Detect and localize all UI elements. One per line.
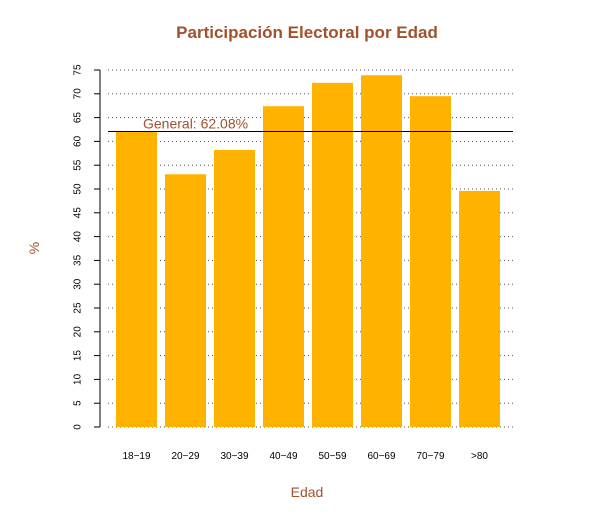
y-tick-label: 25 <box>73 302 84 314</box>
reference-line-label: General: 62.08% <box>143 115 248 131</box>
x-axis: 18−19 20−29 30−39 40−49 50−59 60−69 70−79 >80 <box>122 451 488 462</box>
y-axis-label: % <box>26 242 42 254</box>
y-tick-label: 65 <box>73 112 84 124</box>
y-tick-label: 0 <box>73 424 84 430</box>
y-tick-label: 45 <box>73 207 84 219</box>
y-tick-label: 75 <box>73 64 84 76</box>
x-tick-label: 60−69 <box>367 451 396 462</box>
y-tick-label: 60 <box>73 135 84 147</box>
bars <box>116 75 500 428</box>
y-tick-label: 10 <box>73 373 84 385</box>
x-tick-label: >80 <box>471 451 488 462</box>
x-tick-label: 18−19 <box>122 451 151 462</box>
reference-line-group: General: 62.08% <box>108 115 513 132</box>
y-tick-label: 55 <box>73 159 84 171</box>
y-tick-label: 70 <box>73 88 84 100</box>
chart-title: Participación Electoral por Edad <box>176 23 438 42</box>
x-tick-label: 30−39 <box>220 451 249 462</box>
y-tick-label: 20 <box>73 326 84 338</box>
y-tick-label: 15 <box>73 350 84 362</box>
x-tick-label: 70−79 <box>416 451 445 462</box>
y-tick-label: 5 <box>73 400 84 406</box>
bar-50−59 <box>312 82 353 428</box>
y-tick-label: 30 <box>73 278 84 290</box>
x-tick-label: 50−59 <box>318 451 347 462</box>
y-axis: 0 5 10 15 20 25 30 35 40 45 50 55 60 65 70 75 <box>73 64 101 430</box>
bar-30−39 <box>214 149 255 427</box>
bar->80 <box>459 190 500 427</box>
y-tick-label: 40 <box>73 231 84 243</box>
y-tick-label: 50 <box>73 183 84 195</box>
bar-70−79 <box>410 96 451 428</box>
y-tick-label: 35 <box>73 254 84 266</box>
bar-20−29 <box>165 174 206 427</box>
x-tick-label: 40−49 <box>269 451 298 462</box>
bar-60−69 <box>361 75 402 428</box>
bar-40−49 <box>263 106 304 428</box>
x-tick-label: 20−29 <box>171 451 200 462</box>
x-axis-label: Edad <box>291 484 324 500</box>
bar-18−19 <box>116 131 157 427</box>
